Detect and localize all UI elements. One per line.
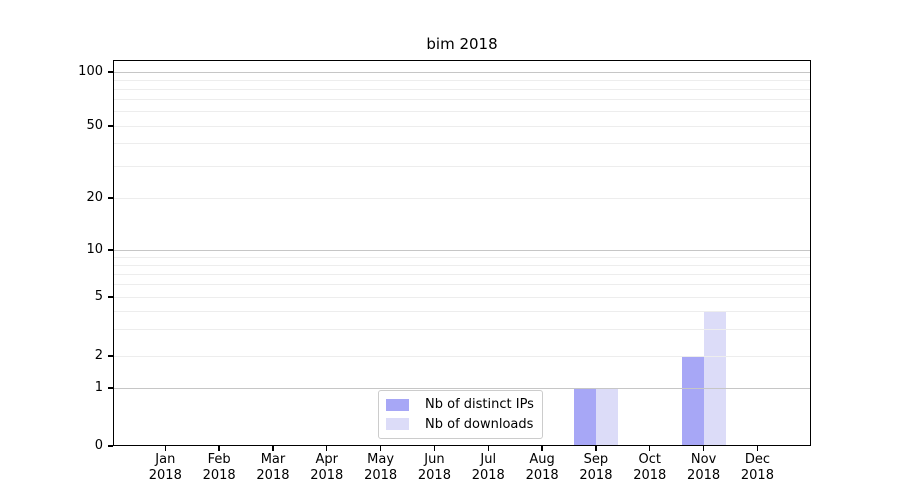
x-tick-mark-sep-2018 (595, 446, 597, 451)
legend-swatch-downloads (386, 418, 409, 431)
y-tick-label-5: 5 (94, 289, 103, 304)
x-tick-label-apr-2018: Apr 2018 (310, 452, 344, 483)
x-tick-label-sep-2018: Sep 2018 (579, 452, 613, 483)
x-tick-label-nov-2018: Nov 2018 (687, 452, 721, 483)
x-tick-mark-jun-2018 (433, 446, 436, 451)
x-tick-mark-nov-2018 (702, 446, 705, 451)
legend-label-distinct-ips: Nb of distinct IPs (425, 397, 534, 413)
x-tick-label-jul-2018: Jul 2018 (471, 452, 505, 483)
legend-entry-downloads: Nb of downloads (386, 416, 536, 433)
plot-area (113, 60, 811, 446)
x-tick-mark-oct-2018 (649, 446, 651, 451)
legend-swatch-distinct-ips (386, 398, 409, 411)
x-tick-label-jan-2018: Jan 2018 (148, 452, 182, 483)
y-tick-label-1: 1 (94, 380, 103, 395)
y-tick-label-100: 100 (78, 64, 103, 79)
x-tick-mark-jul-2018 (487, 446, 489, 451)
y-tick-label-50: 50 (86, 118, 103, 133)
x-tick-label-oct-2018: Oct 2018 (633, 452, 667, 483)
chart-title: bim 2018 (426, 35, 498, 53)
x-tick-mark-feb-2018 (218, 446, 220, 451)
x-tick-mark-aug-2018 (541, 446, 543, 451)
x-tick-mark-mar-2018 (272, 446, 274, 451)
x-tick-mark-apr-2018 (326, 446, 328, 451)
legend-entry-distinct-ips: Nb of distinct IPs (386, 396, 536, 413)
y-tick-label-0: 0 (94, 438, 103, 453)
x-tick-mark-jan-2018 (164, 446, 166, 451)
y-tick-label-10: 10 (86, 242, 103, 257)
x-tick-label-feb-2018: Feb 2018 (202, 452, 236, 483)
legend: Nb of distinct IPs Nb of downloads (378, 390, 543, 439)
x-tick-label-mar-2018: Mar 2018 (256, 452, 290, 483)
legend-label-downloads: Nb of downloads (425, 416, 534, 432)
x-tick-mark-may-2018 (379, 446, 382, 451)
y-tick-label-20: 20 (86, 190, 103, 205)
x-tick-label-dec-2018: Dec 2018 (740, 452, 774, 483)
x-tick-label-may-2018: May 2018 (364, 452, 398, 483)
x-tick-label-jun-2018: Jun 2018 (417, 452, 451, 483)
x-tick-mark-dec-2018 (756, 446, 759, 451)
y-tick-label-2: 2 (94, 348, 103, 363)
x-tick-label-aug-2018: Aug 2018 (525, 452, 559, 483)
